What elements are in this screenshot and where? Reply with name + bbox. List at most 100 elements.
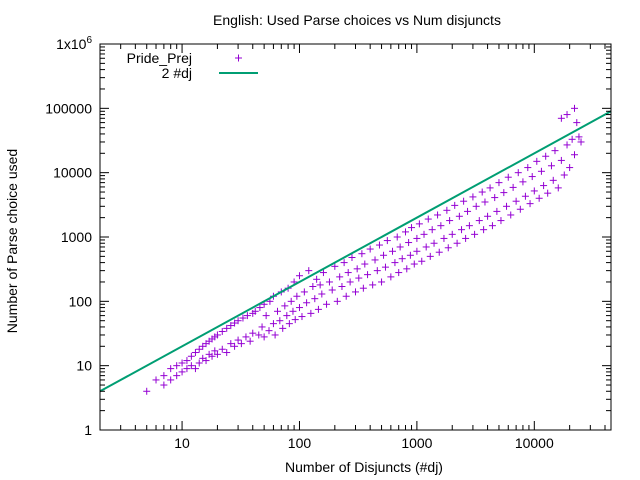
data-point: [428, 226, 436, 234]
data-point: [328, 286, 336, 294]
legend-label: 2 #dj: [162, 65, 192, 81]
data-point: [336, 273, 344, 281]
data-point: [287, 297, 295, 305]
data-point: [227, 322, 235, 330]
data-point: [521, 192, 529, 200]
data-point: [451, 201, 459, 209]
data-point: [493, 207, 501, 215]
data-point: [279, 324, 287, 332]
data-point: [544, 189, 552, 197]
data-point: [291, 316, 299, 324]
x-tick-label: 1000: [401, 435, 432, 451]
data-point: [478, 188, 486, 196]
data-point: [249, 329, 257, 337]
data-point: [218, 345, 226, 353]
data-point: [208, 352, 216, 360]
data-point: [495, 179, 503, 187]
data-point: [218, 327, 226, 335]
data-point: [430, 239, 438, 247]
data-point: [344, 269, 352, 277]
x-tick-label: 10000: [515, 435, 554, 451]
data-point: [340, 259, 348, 267]
data-point: [319, 269, 327, 277]
reference-line: [99, 110, 612, 393]
data-point: [415, 220, 423, 228]
data-point: [526, 200, 534, 208]
data-point: [481, 198, 489, 206]
data-point: [191, 349, 199, 357]
data-point: [183, 365, 191, 373]
scatter-points: [143, 104, 585, 395]
data-point: [143, 387, 151, 395]
data-point: [342, 292, 350, 300]
data-point: [530, 187, 538, 195]
data-point: [440, 234, 448, 242]
data-point: [274, 307, 282, 315]
data-point: [560, 171, 568, 179]
data-point: [269, 320, 277, 328]
data-point: [424, 215, 432, 223]
data-point: [472, 202, 480, 210]
data-point: [256, 304, 264, 312]
data-point: [237, 340, 245, 348]
data-point: [387, 273, 395, 281]
data-point: [426, 252, 434, 260]
data-point: [514, 169, 522, 177]
data-point: [355, 274, 363, 282]
data-point: [283, 312, 291, 320]
data-point: [313, 275, 321, 283]
data-point: [187, 362, 195, 370]
data-point: [239, 314, 247, 322]
data-point: [504, 173, 512, 181]
data-point: [338, 283, 346, 291]
data-point: [231, 319, 239, 327]
y-axis-label: Number of Parse choice used: [4, 149, 20, 333]
data-point: [251, 307, 259, 315]
data-point: [358, 250, 366, 258]
data-point: [554, 184, 562, 192]
data-point: [575, 133, 583, 141]
data-point: [462, 234, 470, 242]
data-point: [475, 217, 483, 225]
data-point: [444, 244, 452, 252]
data-point: [152, 376, 160, 384]
y-tick-label: 1000: [61, 229, 92, 245]
data-point: [484, 212, 492, 220]
data-point: [260, 333, 268, 341]
data-point: [420, 230, 428, 238]
data-point: [413, 234, 421, 242]
data-point: [389, 247, 397, 255]
data-point: [187, 352, 195, 360]
data-point: [563, 141, 571, 149]
data-point: [453, 239, 461, 247]
data-point: [563, 111, 571, 119]
data-point: [316, 281, 324, 289]
data-point: [323, 300, 331, 308]
data-point: [533, 157, 541, 165]
data-point: [512, 197, 520, 205]
data-point: [246, 337, 254, 345]
data-point: [373, 267, 381, 275]
data-point: [309, 283, 317, 291]
data-point: [262, 312, 270, 320]
data-point: [509, 183, 517, 191]
data-point: [393, 233, 401, 241]
data-point: [295, 304, 303, 312]
data-point: [524, 164, 532, 172]
data-point: [295, 272, 303, 280]
data-point: [547, 162, 555, 170]
data-point: [443, 206, 451, 214]
data-point: [223, 349, 231, 357]
data-point: [303, 299, 311, 307]
data-point: [465, 222, 473, 230]
data-point: [346, 278, 354, 286]
reference-lines: [99, 110, 612, 393]
y-tick-label: 100000: [45, 100, 92, 116]
data-point: [402, 228, 410, 236]
data-point: [549, 176, 557, 184]
data-point: [488, 222, 496, 230]
data-point: [231, 342, 239, 350]
data-point: [375, 241, 383, 249]
data-point: [213, 350, 221, 358]
